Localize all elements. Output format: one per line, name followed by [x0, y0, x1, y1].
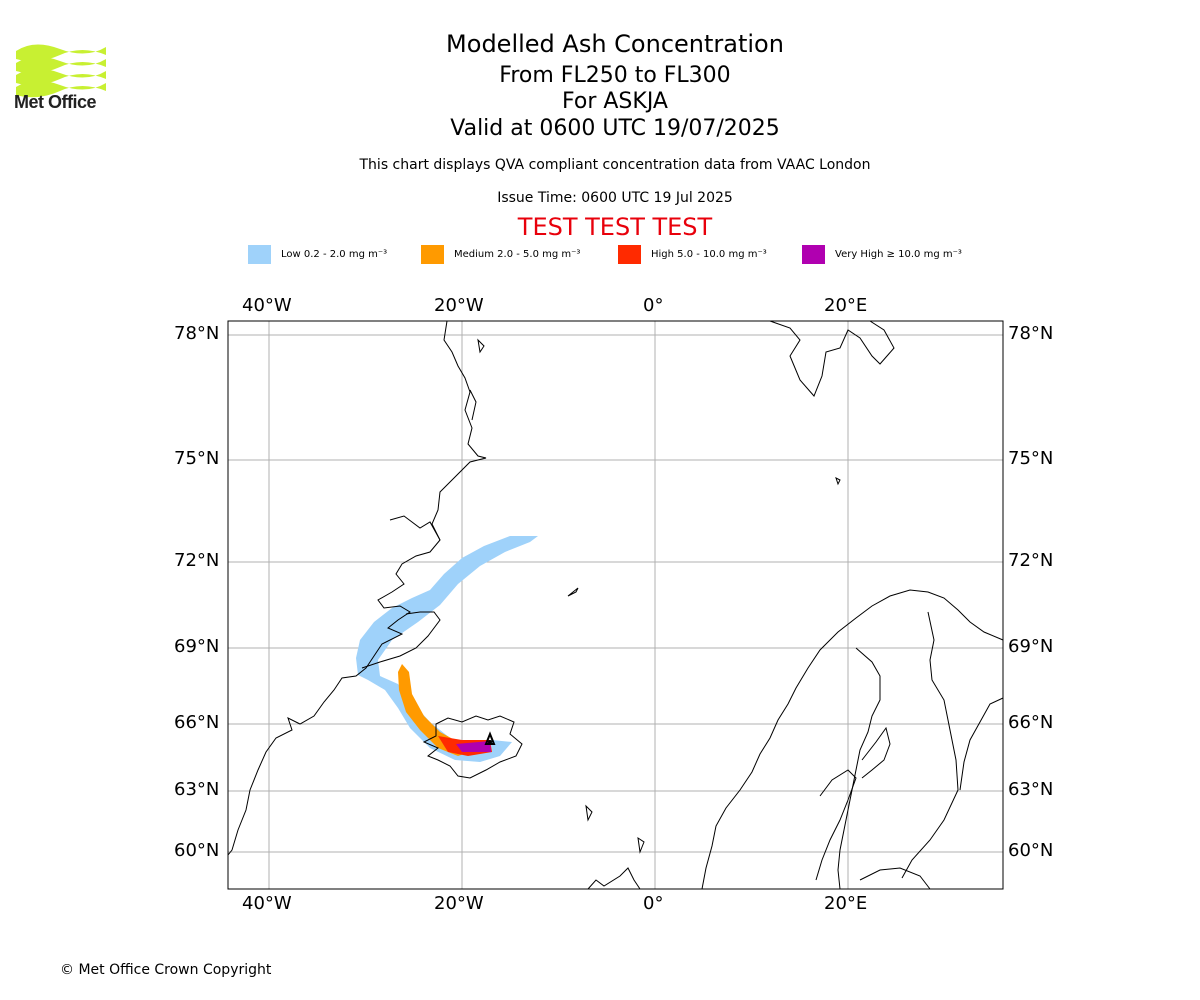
legend-swatch-very-high	[802, 244, 825, 264]
legend-swatch-high	[618, 244, 641, 264]
lon-label-top-0: 0°	[643, 295, 664, 316]
lon-label-top-40w: 40°W	[242, 295, 292, 316]
ash-plume-very-high	[456, 741, 491, 752]
lat-label-right-72n: 72°N	[1008, 550, 1054, 571]
lat-label-left-66n: 66°N	[174, 712, 220, 733]
lat-label-left-72n: 72°N	[174, 550, 220, 571]
lat-label-left-78n: 78°N	[174, 323, 220, 344]
legend-label-low: Low 0.2 - 2.0 mg m⁻³	[281, 248, 388, 260]
valid-time: Valid at 0600 UTC 19/07/2025	[450, 116, 780, 141]
issue-time: Issue Time: 0600 UTC 19 Jul 2025	[497, 190, 733, 206]
legend-low: Low 0.2 - 2.0 mg m⁻³	[248, 244, 387, 264]
lat-label-right-63n: 63°N	[1008, 779, 1054, 800]
legend-swatch-low	[248, 244, 271, 264]
lon-label-bottom-40w: 40°W	[242, 893, 292, 914]
lat-label-right-69n: 69°N	[1008, 636, 1054, 657]
legend-medium: Medium 2.0 - 5.0 mg m⁻³	[421, 244, 580, 264]
legend-high: High 5.0 - 10.0 mg m⁻³	[618, 244, 767, 264]
lat-label-left-60n: 60°N	[174, 840, 220, 861]
lat-label-right-75n: 75°N	[1008, 448, 1054, 469]
legend-label-high: High 5.0 - 10.0 mg m⁻³	[651, 248, 767, 260]
compliance-note: This chart displays QVA compliant concen…	[359, 157, 871, 173]
legend-swatch-medium	[421, 244, 444, 264]
iceland-coast	[422, 715, 523, 779]
legend-very-high: Very High ≥ 10.0 mg m⁻³	[802, 244, 962, 264]
lat-label-right-60n: 60°N	[1008, 840, 1054, 861]
lon-label-top-20e: 20°E	[824, 295, 868, 316]
norway-coast	[701, 589, 1004, 890]
met-office-logo	[16, 44, 106, 98]
ash-plume-low	[356, 536, 538, 762]
lon-label-bottom-0: 0°	[643, 893, 664, 914]
coastlines	[227, 320, 1004, 890]
map-gridlines	[228, 321, 1003, 889]
copyright-notice: © Met Office Crown Copyright	[60, 962, 272, 978]
volcano-name: For ASKJA	[562, 89, 668, 114]
lon-label-top-20w: 20°W	[434, 295, 484, 316]
logo-wordmark: Met Office	[14, 92, 97, 112]
lon-label-bottom-20e: 20°E	[824, 893, 868, 914]
lat-label-left-69n: 69°N	[174, 636, 220, 657]
legend-label-very-high: Very High ≥ 10.0 mg m⁻³	[835, 248, 962, 260]
flight-level-range: From FL250 to FL300	[499, 63, 731, 88]
test-banner: TEST TEST TEST	[517, 213, 713, 241]
map-frame	[227, 320, 1004, 890]
volcano-marker	[484, 731, 496, 745]
lat-label-right-66n: 66°N	[1008, 712, 1054, 733]
legend-label-medium: Medium 2.0 - 5.0 mg m⁻³	[454, 248, 581, 260]
lon-label-bottom-20w: 20°W	[434, 893, 484, 914]
lat-label-left-75n: 75°N	[174, 448, 220, 469]
lat-label-left-63n: 63°N	[174, 779, 220, 800]
lat-label-right-78n: 78°N	[1008, 323, 1054, 344]
chart-title: Modelled Ash Concentration	[446, 30, 784, 58]
